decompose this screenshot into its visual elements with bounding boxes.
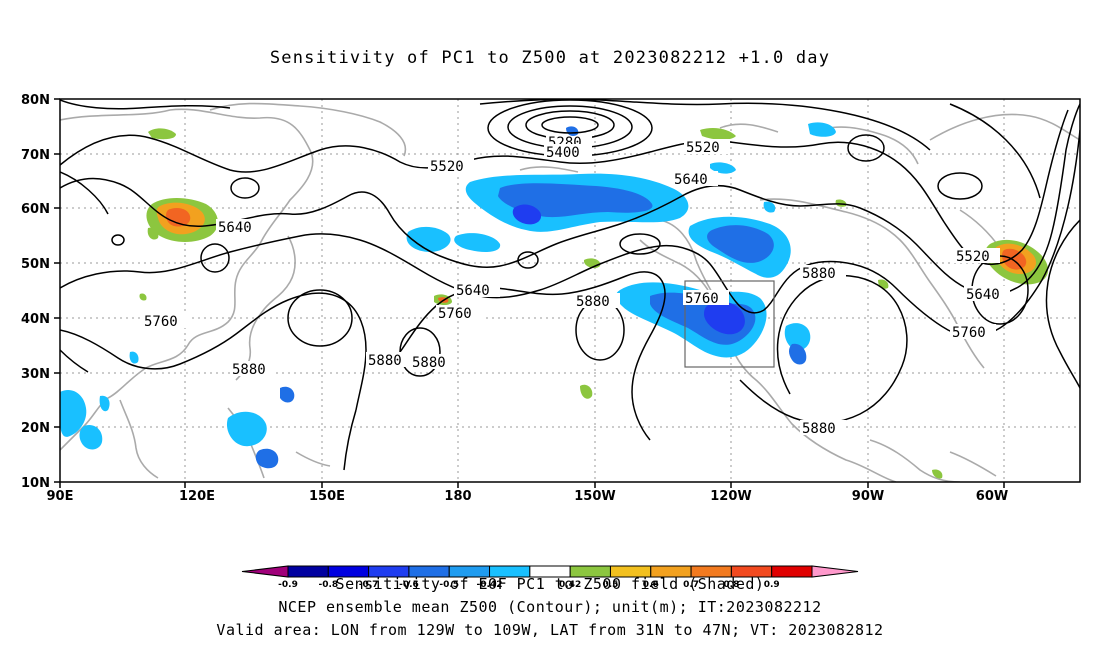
lon-label-90w: 90W xyxy=(852,489,884,504)
map-plot-area xyxy=(60,99,1080,482)
contour-label: 5520 xyxy=(430,159,464,175)
lat-label-20n: 20N xyxy=(21,421,50,436)
contour-label: 5880 xyxy=(232,362,266,378)
contour-label: 5760 xyxy=(685,291,719,307)
contour-label: 5760 xyxy=(952,325,986,341)
contour-label: 5880 xyxy=(412,355,446,371)
lat-label-10n: 10N xyxy=(21,476,50,491)
shading-negative xyxy=(60,122,836,469)
lat-label-50n: 50N xyxy=(21,257,50,272)
colorbar-tick-label: -0.6 xyxy=(399,580,419,590)
colorbar: -0.9 -0.8 -0.7 -0.6 -0.5 -0.42 0.42 0.5 0.6 0.7 0.… xyxy=(241,565,859,590)
colorbar-tick-label: -0.5 xyxy=(439,580,459,590)
footer-valid-area: Valid area: LON from 129W to 109W, LAT f… xyxy=(216,621,884,639)
latitude-labels: 80N 70N 60N 50N 40N 30N 20N 10N xyxy=(21,93,50,491)
contour-label: 5520 xyxy=(956,249,990,265)
colorbar-tick-label: -0.7 xyxy=(359,580,379,590)
contour-label: 5640 xyxy=(966,287,1000,303)
contour-value-labels: 5280 5400 5520 5520 5640 5640 5640 5760 … xyxy=(142,135,1010,437)
contour-label: 5880 xyxy=(802,421,836,437)
contour-label: 5880 xyxy=(368,353,402,369)
lat-label-30n: 30N xyxy=(21,367,50,382)
colorbar-tick-label: 0.6 xyxy=(643,580,659,590)
lon-label-150w: 150W xyxy=(574,489,615,504)
contour-label: 5520 xyxy=(686,140,720,156)
lat-label-40n: 40N xyxy=(21,312,50,327)
footer-contour-info: NCEP ensemble mean Z500 (Contour); unit(… xyxy=(278,598,822,616)
colorbar-tick-label: -0.8 xyxy=(318,580,338,590)
valid-area-box xyxy=(684,280,775,368)
colorbar-tick-label: -0.42 xyxy=(477,580,503,590)
colorbar-title: Sensitivity of EOF PC1 to Z500 field (Sh… xyxy=(335,575,765,593)
lon-label-150e: 150E xyxy=(309,489,345,504)
contour-label: 5640 xyxy=(674,172,708,188)
lat-label-70n: 70N xyxy=(21,148,50,163)
colorbar-tick-label: 0.8 xyxy=(723,580,739,590)
colorbar-tick-label: 0.42 xyxy=(559,580,581,590)
longitude-labels: 90E 120E 150E 180 150W 120W 90W 60W xyxy=(47,489,1009,504)
contour-label: 5880 xyxy=(802,266,836,282)
colorbar-segment xyxy=(811,565,859,578)
lon-label-120w: 120W xyxy=(710,489,751,504)
axis-ticks xyxy=(54,98,1005,488)
contour-label: 5640 xyxy=(218,220,252,236)
colorbar-tick-label: 0.9 xyxy=(764,580,780,590)
contour-label: 5880 xyxy=(576,294,610,310)
map-title: Sensitivity of PC1 to Z500 at 2023082212… xyxy=(269,48,831,68)
contour-label: 5760 xyxy=(144,314,178,330)
contour-label: 5760 xyxy=(438,306,472,322)
contour-label: 5640 xyxy=(456,283,490,299)
lon-label-180: 180 xyxy=(444,489,471,504)
lat-label-60n: 60N xyxy=(21,202,50,217)
lat-label-80n: 80N xyxy=(21,93,50,108)
contour-label: 5400 xyxy=(546,145,580,161)
lon-label-60w: 60W xyxy=(976,489,1008,504)
colorbar-tick-label: -0.9 xyxy=(278,580,298,590)
colorbar-tick-label: 0.5 xyxy=(602,580,618,590)
colorbar-tick-label: 0.7 xyxy=(683,580,699,590)
map-frame xyxy=(59,98,1081,483)
lon-label-120e: 120E xyxy=(179,489,215,504)
lon-label-90e: 90E xyxy=(47,489,74,504)
